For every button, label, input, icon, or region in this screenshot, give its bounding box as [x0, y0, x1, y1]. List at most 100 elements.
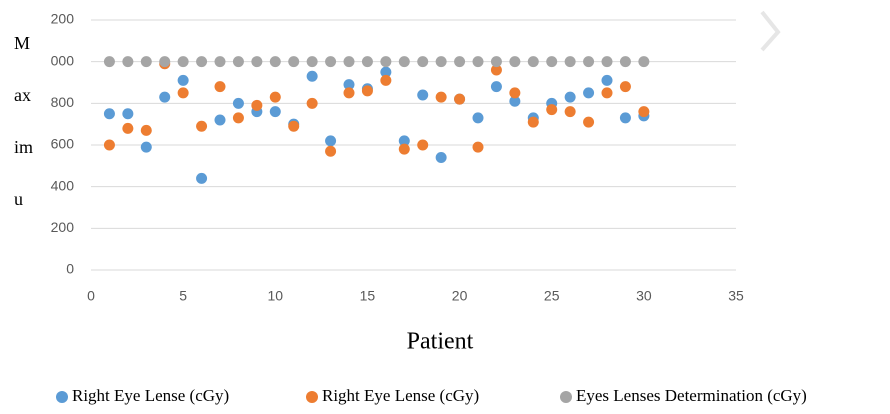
y-axis-label: ax: [14, 85, 31, 105]
point: [232, 97, 244, 109]
point: [343, 56, 355, 68]
point: [196, 56, 208, 68]
point: [601, 56, 613, 68]
point: [472, 56, 484, 68]
point: [122, 108, 134, 120]
point: [306, 97, 318, 109]
point: [509, 87, 521, 99]
point: [435, 91, 447, 103]
point: [214, 56, 226, 68]
point: [601, 87, 613, 99]
point: [527, 56, 539, 68]
point: [527, 116, 539, 128]
point: [417, 56, 429, 68]
point: [490, 81, 502, 93]
point: [619, 81, 631, 93]
point: [196, 172, 208, 184]
legend-label: Right Eye Lense (cGy): [322, 386, 479, 405]
x-tick-label: 25: [544, 288, 560, 304]
y-tick-label: 600: [51, 136, 75, 152]
point: [619, 56, 631, 68]
x-tick-label: 15: [360, 288, 376, 304]
point: [398, 56, 410, 68]
x-tick-label: 20: [452, 288, 468, 304]
point: [232, 112, 244, 124]
point: [583, 116, 595, 128]
point: [380, 74, 392, 86]
y-axis-label: u: [14, 189, 23, 209]
point: [380, 56, 392, 68]
point: [232, 56, 244, 68]
legend-marker: [56, 391, 68, 403]
x-axis-label: Patient: [407, 329, 474, 355]
point: [380, 66, 392, 78]
point: [306, 70, 318, 82]
point: [398, 135, 410, 147]
y-tick-label: 200: [51, 219, 75, 235]
point: [159, 56, 171, 68]
decoration-chevron: [760, 10, 781, 52]
point: [509, 95, 521, 107]
legend-marker: [306, 391, 318, 403]
point: [509, 56, 521, 68]
point: [601, 74, 613, 86]
point: [583, 56, 595, 68]
point: [417, 89, 429, 101]
point: [564, 91, 576, 103]
y-axis-label: M: [14, 33, 30, 53]
point: [546, 56, 558, 68]
point: [306, 56, 318, 68]
y-tick-label: 800: [51, 94, 75, 110]
point: [269, 106, 281, 118]
point: [472, 112, 484, 124]
point: [490, 64, 502, 76]
x-tick-label: 10: [267, 288, 283, 304]
point: [103, 56, 115, 68]
legend-label: Right Eye Lense (cGy): [72, 386, 229, 405]
point: [546, 104, 558, 116]
point: [251, 56, 263, 68]
point: [122, 56, 134, 68]
point: [103, 139, 115, 151]
point: [361, 56, 373, 68]
point: [269, 91, 281, 103]
point: [325, 145, 337, 157]
x-tick-label: 30: [636, 288, 652, 304]
point: [177, 74, 189, 86]
point: [288, 120, 300, 132]
point: [417, 139, 429, 151]
point: [214, 114, 226, 126]
y-axis-label: im: [14, 137, 33, 157]
y-label-backdrop: [0, 0, 50, 290]
point: [122, 122, 134, 134]
point: [214, 81, 226, 93]
point: [638, 106, 650, 118]
point: [398, 143, 410, 155]
point: [490, 56, 502, 68]
point: [269, 56, 281, 68]
point: [343, 79, 355, 91]
y-tick-label: 400: [51, 177, 75, 193]
point: [435, 56, 447, 68]
point: [435, 152, 447, 163]
legend-marker: [560, 391, 572, 403]
point: [177, 56, 189, 68]
point: [583, 87, 595, 99]
point: [454, 93, 466, 105]
point: [140, 124, 152, 136]
point: [288, 56, 300, 68]
point: [619, 112, 631, 124]
point: [472, 141, 484, 153]
point: [251, 99, 263, 111]
x-tick-label: 0: [87, 288, 95, 304]
point: [564, 56, 576, 68]
point: [361, 85, 373, 97]
y-tick-label: 1000: [43, 52, 74, 68]
point: [454, 56, 466, 68]
point: [103, 108, 115, 120]
point: [638, 56, 650, 68]
legend-label: Eyes Lenses Determination (cGy): [576, 386, 807, 405]
y-tick-label: 0: [66, 261, 74, 277]
point: [325, 56, 337, 68]
